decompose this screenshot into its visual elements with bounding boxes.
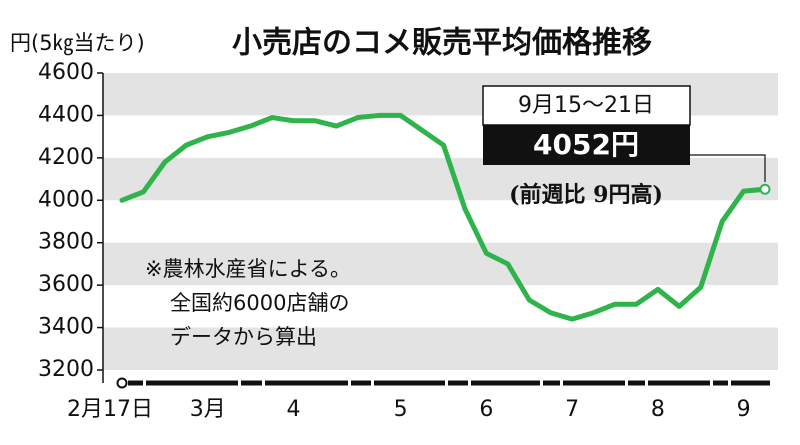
end-marker	[759, 183, 771, 195]
y-tick-label: 3400	[38, 315, 94, 340]
y-axis-label: 円(5㎏当たり)	[10, 31, 145, 56]
x-tick-label: 4	[286, 397, 300, 422]
x-tick-label: 3月	[190, 397, 226, 422]
axis-gap	[445, 380, 448, 387]
line	[119, 112, 768, 322]
y-tick-label: 4600	[38, 60, 94, 85]
axis-gap	[468, 380, 471, 387]
plot	[119, 112, 768, 322]
x-tick-label: 9	[737, 397, 751, 422]
chart-title: 小売店のコメ販売平均価格推移	[232, 26, 652, 61]
annotation-period: 9月15〜21日	[518, 93, 654, 118]
x-tick-label: 7	[565, 397, 579, 422]
y-tick-label: 3600	[38, 272, 94, 297]
axis-origin	[116, 377, 128, 389]
axis-gap	[645, 380, 648, 387]
note-line: 全国約6000店舗の	[170, 291, 349, 315]
x-tick-label: 8	[651, 397, 665, 422]
axis-gap	[710, 380, 713, 387]
axis-gap	[560, 380, 563, 387]
axis-gap	[238, 380, 241, 387]
x-tick-label: 2月17日	[67, 397, 153, 422]
x-tick-label: 5	[394, 397, 408, 422]
leader-line	[690, 154, 766, 182]
annotation-value-box	[483, 125, 690, 165]
y-tick-label: 4000	[38, 187, 94, 212]
grid-band	[103, 242, 778, 286]
axis-gap	[348, 380, 351, 387]
axis-gap	[262, 380, 265, 387]
bands	[103, 73, 778, 370]
axis-gap	[540, 380, 543, 387]
y-tick-label: 4400	[38, 102, 94, 127]
y-tick-label: 3800	[38, 230, 94, 255]
axis-gap	[371, 380, 374, 387]
x-tick-label: 6	[479, 397, 493, 422]
axis-gap	[728, 380, 731, 387]
annotation-change: (前週比 9円高)	[509, 182, 663, 208]
note-line: データから算出	[170, 325, 317, 349]
axis-gap	[143, 380, 146, 387]
grid-band	[103, 327, 778, 370]
annotation-box	[482, 85, 691, 126]
axis-gap	[625, 380, 628, 387]
y-tick-label: 4200	[38, 145, 94, 170]
note-line: ※農林水産省による。	[145, 257, 351, 281]
annotation-latest: 4052円	[533, 128, 639, 161]
y-tick-label: 3200	[38, 357, 94, 382]
